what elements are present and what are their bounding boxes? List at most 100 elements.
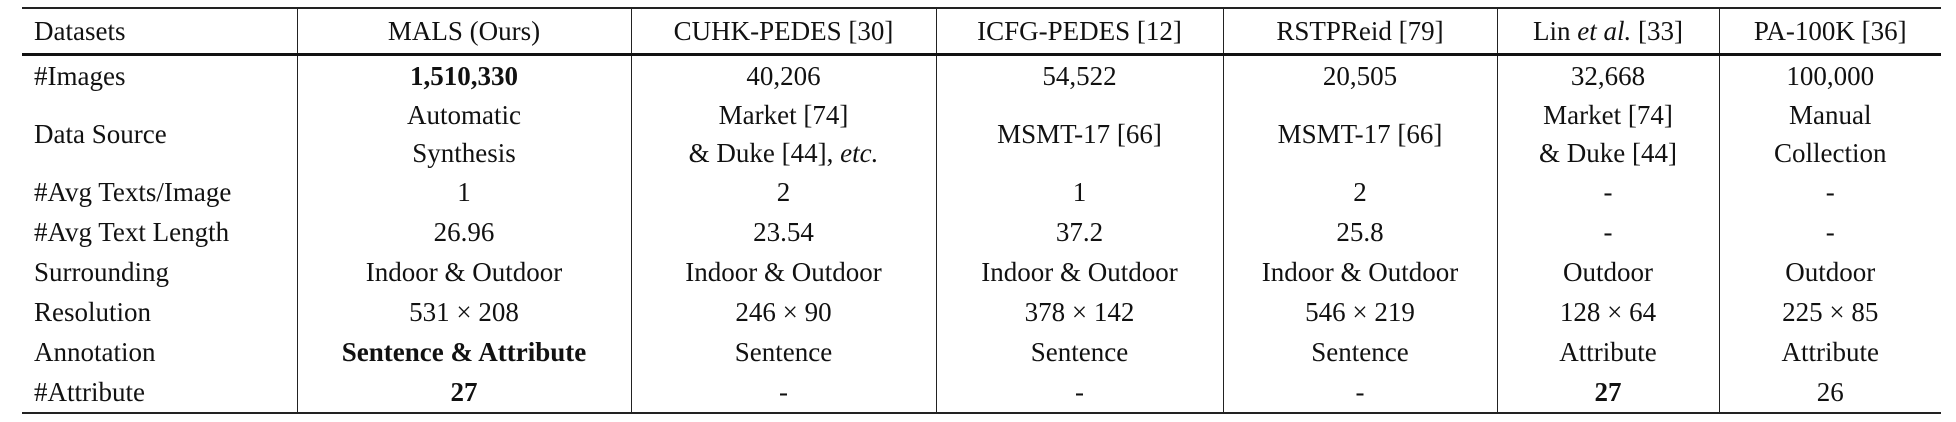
cell: 1,510,330: [296, 54, 631, 96]
cell-text: MSMT-17 [66]: [997, 119, 1162, 149]
cell: 2: [630, 172, 936, 212]
row-label: #Avg Text Length: [22, 212, 297, 252]
cell-text: Annotation: [34, 337, 156, 367]
table-row: Annotation Sentence & Attribute Sentence Se…: [22, 332, 1941, 372]
cell-text: -: [1825, 217, 1835, 247]
cell-text: -: [1603, 177, 1613, 207]
cell-text: 2: [776, 177, 791, 207]
cell-text: MALS (Ours): [387, 16, 541, 46]
cell-text: Market [74]: [718, 100, 849, 130]
cell-text: Data Source: [34, 119, 167, 149]
cell: -: [1496, 172, 1719, 212]
cell-text: Indoor & Outdoor: [685, 257, 882, 287]
cell-text: 54,522: [1042, 61, 1117, 91]
cell-text: 23.54: [753, 217, 814, 247]
cell-text: 26: [1816, 377, 1844, 407]
cell-text: -: [1075, 377, 1084, 407]
cell-text: #Images: [34, 61, 126, 91]
cell: -: [935, 372, 1223, 413]
cell-text: & Duke [44]: [1539, 138, 1677, 168]
cell-text: 1: [1072, 177, 1087, 207]
cell-line: Market [74]: [640, 96, 928, 134]
cell-text: -: [1603, 217, 1613, 247]
cell-text: 378 × 142: [1024, 297, 1135, 327]
cell: -: [1496, 212, 1719, 252]
cell: -: [1222, 372, 1497, 413]
cell-text: Outdoor: [1785, 257, 1876, 287]
cell-line: Synthesis: [306, 134, 623, 172]
table-row: Resolution 531 × 208 246 × 90 378 × 142 546 …: [22, 292, 1941, 332]
cell: -: [1718, 212, 1941, 252]
cell: 378 × 142: [935, 292, 1223, 332]
cell: Attribute: [1718, 332, 1941, 372]
cell: 25.8: [1222, 212, 1497, 252]
cell-text: 27: [450, 377, 478, 407]
cell-text: #Avg Text Length: [34, 217, 230, 247]
cell-text: Indoor & Outdoor: [365, 257, 563, 287]
cell-text: Sentence: [1311, 337, 1409, 367]
cell-text: CUHK-PEDES [30]: [673, 16, 894, 46]
cell-text: 246 × 90: [735, 297, 832, 327]
cell: 2: [1222, 172, 1497, 212]
cell: -: [1718, 172, 1941, 212]
cell-text: Resolution: [34, 297, 152, 327]
cell-text: -: [1825, 177, 1835, 207]
cell-text: -: [1355, 377, 1365, 407]
table-body: #Images 1,510,330 40,206 54,522 20,505 32,668…: [22, 54, 1941, 413]
cell: 54,522: [935, 54, 1223, 96]
cell: 128 × 64: [1496, 292, 1719, 332]
cell-text: 531 × 208: [409, 297, 519, 327]
cell: 23.54: [630, 212, 936, 252]
cell: 225 × 85: [1718, 292, 1941, 332]
cell-line: & Duke [44]: [1506, 134, 1711, 172]
cell: 1: [935, 172, 1223, 212]
table-head: Datasets MALS (Ours) CUHK-PEDES [30] ICFG-P…: [22, 8, 1941, 55]
row-label: #Images: [22, 55, 297, 97]
cell-line: Market [74]: [1506, 96, 1711, 134]
cell-text: Manual: [1789, 100, 1872, 130]
cell-text: & Duke [44],: [688, 138, 841, 168]
cell: 26.96: [296, 212, 631, 252]
row-label: #Avg Texts/Image: [22, 172, 297, 212]
table-wrap: Datasets MALS (Ours) CUHK-PEDES [30] ICFG-P…: [22, 7, 1941, 414]
cell: 32,668: [1496, 54, 1719, 96]
cell-text: -: [779, 377, 788, 407]
cell-text: [33]: [1631, 16, 1683, 46]
cell: Indoor & Outdoor: [630, 252, 936, 292]
cell: Sentence & Attribute: [296, 332, 631, 372]
cell-line: Manual: [1728, 96, 1934, 134]
cell-text: 25.8: [1336, 217, 1384, 247]
header-cell: CUHK-PEDES [30]: [630, 8, 936, 55]
cell-text: 32,668: [1570, 61, 1646, 91]
header-cell: MALS (Ours): [296, 8, 631, 55]
table-row: #Attribute 27 - - - 27 26: [22, 372, 1941, 413]
cell-text: Collection: [1774, 138, 1887, 168]
row-label: Surrounding: [22, 252, 297, 292]
header-cell: RSTPReid [79]: [1222, 8, 1497, 55]
cell: Market [74] & Duke [44], etc.: [630, 96, 936, 172]
cell-text: 2: [1353, 177, 1367, 207]
cell-text: Attribute: [1559, 337, 1657, 367]
cell-text: 100,000: [1786, 61, 1875, 91]
cell-text: Automatic: [407, 100, 521, 130]
header-cell: Datasets: [22, 8, 297, 55]
cell-text: Datasets: [34, 16, 126, 46]
cell-text: Indoor & Outdoor: [1261, 257, 1459, 287]
cell: 27: [1496, 372, 1719, 413]
cell: Outdoor: [1496, 252, 1719, 292]
cell: Automatic Synthesis: [296, 96, 631, 172]
cell: 27: [296, 372, 631, 413]
header-cell: Lin et al. [33]: [1496, 8, 1719, 55]
cell-text: 225 × 85: [1782, 297, 1879, 327]
cell-text: MSMT-17 [66]: [1277, 119, 1443, 149]
cell-text: 20,505: [1322, 61, 1398, 91]
cell: -: [630, 372, 936, 413]
table-row: #Avg Texts/Image 1 2 1 2 - -: [22, 172, 1941, 212]
cell: Outdoor: [1718, 252, 1941, 292]
cell: 20,505: [1222, 54, 1497, 96]
cell-text: Lin: [1533, 16, 1578, 46]
cell: 246 × 90: [630, 292, 936, 332]
table-row: Data Source Automatic Synthesis Market [74]…: [22, 96, 1941, 172]
cell-text: 1,510,330: [410, 61, 518, 91]
cell-text: Sentence: [734, 337, 833, 367]
